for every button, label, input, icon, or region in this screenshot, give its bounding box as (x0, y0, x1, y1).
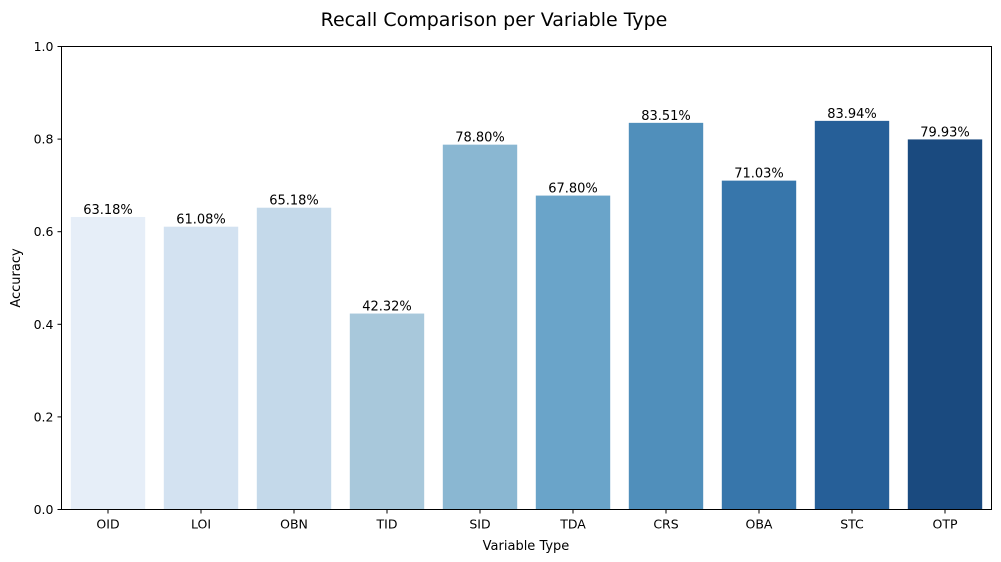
data-label-otp: 79.93% (920, 125, 970, 140)
y-axis-ticks: 0.0 0.2 0.4 0.6 0.8 1.0 (34, 39, 62, 517)
x-tick-label-tda: TDA (559, 517, 586, 532)
bar-stc (814, 120, 890, 510)
data-label-sid: 78.80% (455, 131, 505, 146)
bar-loi (163, 226, 239, 510)
data-label-crs: 83.51% (641, 109, 691, 124)
y-tick-label: 0.6 (34, 224, 54, 239)
data-label-tda: 67.80% (548, 182, 598, 197)
data-label-obn: 65.18% (269, 194, 319, 209)
y-tick-label: 0.4 (34, 317, 54, 332)
chart-title: Recall Comparison per Variable Type (321, 9, 668, 31)
data-label-tid: 42.32% (362, 300, 412, 315)
bar-sid (442, 144, 518, 510)
data-label-loi: 61.08% (176, 213, 226, 228)
x-axis-label: Variable Type (483, 539, 570, 554)
bar-tid (349, 313, 425, 510)
bar-tda (535, 195, 611, 510)
bar-obn (256, 207, 332, 510)
x-tick-label-otp: OTP (932, 517, 957, 532)
y-tick-label: 0.2 (34, 409, 54, 424)
data-label-oba: 71.03% (734, 167, 784, 182)
x-tick-label-obn: OBN (280, 517, 308, 532)
bar-crs (628, 122, 704, 510)
x-tick-label-oba: OBA (746, 517, 773, 532)
x-tick-label-crs: CRS (653, 517, 678, 532)
bars-group: 63.18% 61.08% 65.18% 42.32% 78.80% 67.80% 83.5… (70, 107, 983, 510)
x-tick-label-sid: SID (469, 517, 490, 532)
y-tick-label: 0.8 (34, 132, 54, 147)
bar-otp (907, 139, 983, 510)
x-tick-label-loi: LOI (191, 517, 211, 532)
bar-oba (721, 180, 797, 510)
bar-oid (70, 216, 146, 510)
x-tick-label-stc: STC (840, 517, 864, 532)
x-tick-label-tid: TID (376, 517, 398, 532)
data-label-stc: 83.94% (827, 107, 877, 122)
plot-frame (61, 46, 992, 510)
x-axis-ticks: OID LOI OBN TID SID TDA CRS OBA STC OTP (96, 509, 958, 532)
y-axis-label: Accuracy (9, 248, 24, 308)
y-tick-label: 1.0 (34, 39, 54, 54)
data-label-oid: 63.18% (83, 203, 133, 218)
x-tick-label-oid: OID (96, 517, 119, 532)
y-tick-label: 0.0 (34, 502, 54, 517)
